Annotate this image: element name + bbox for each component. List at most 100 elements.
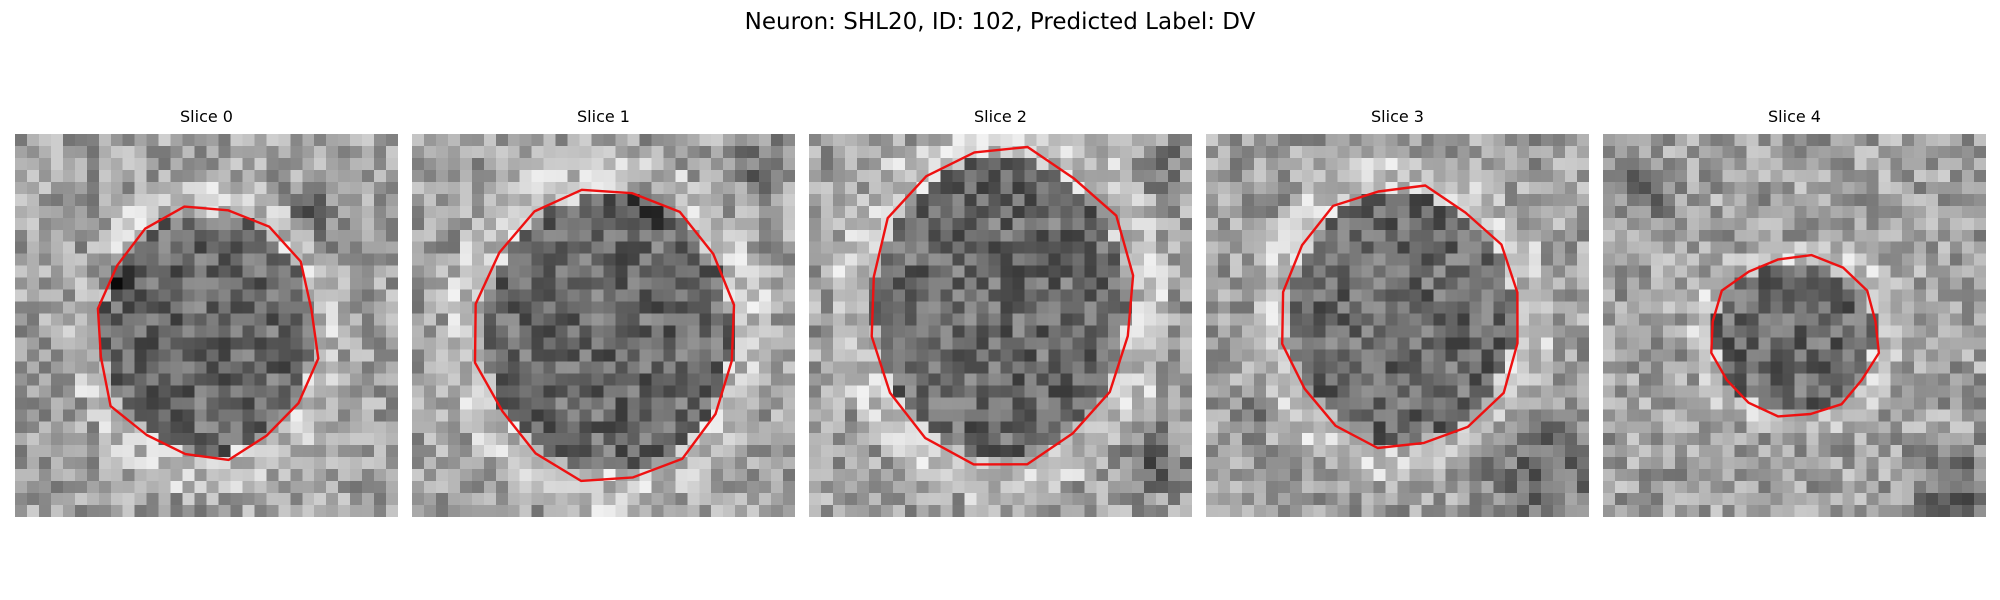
pixel bbox=[1024, 373, 1038, 386]
pixel bbox=[663, 241, 676, 255]
pixel bbox=[1842, 169, 1855, 183]
pixel bbox=[952, 493, 966, 506]
pixel bbox=[1397, 301, 1411, 315]
pixel bbox=[675, 181, 688, 195]
pixel bbox=[134, 134, 148, 147]
pixel bbox=[412, 397, 425, 410]
pixel bbox=[1120, 277, 1133, 291]
pixel bbox=[1289, 505, 1303, 517]
pixel bbox=[435, 361, 449, 374]
pixel bbox=[350, 193, 363, 207]
pixel bbox=[194, 193, 208, 207]
pixel bbox=[1782, 313, 1796, 327]
pixel bbox=[338, 157, 351, 171]
pixel bbox=[194, 421, 208, 434]
pixel bbox=[543, 397, 557, 410]
pixel bbox=[290, 505, 303, 517]
pixel bbox=[627, 265, 641, 279]
pixel bbox=[663, 421, 676, 434]
pixel bbox=[1206, 421, 1219, 434]
pixel bbox=[1890, 301, 1903, 315]
pixel bbox=[976, 265, 990, 279]
pixel bbox=[615, 481, 629, 494]
pixel bbox=[809, 313, 822, 327]
pixel bbox=[1060, 169, 1073, 183]
pixel bbox=[699, 241, 712, 255]
pixel bbox=[1241, 505, 1255, 517]
pixel bbox=[1734, 385, 1748, 398]
pixel bbox=[435, 169, 449, 183]
pixel bbox=[290, 349, 303, 363]
pixel bbox=[435, 277, 449, 291]
pixel bbox=[194, 134, 208, 147]
pixel bbox=[1253, 193, 1267, 207]
pixel bbox=[122, 361, 136, 374]
pixel bbox=[820, 469, 834, 482]
pixel bbox=[158, 385, 172, 398]
pixel bbox=[916, 277, 930, 291]
pixel bbox=[1806, 361, 1820, 374]
pixel bbox=[892, 253, 906, 267]
pixel bbox=[1385, 145, 1399, 159]
pixel bbox=[1072, 493, 1085, 506]
pixel bbox=[940, 433, 954, 446]
pixel bbox=[278, 337, 291, 351]
pixel bbox=[519, 361, 533, 374]
pixel bbox=[447, 301, 461, 315]
pixel bbox=[1553, 325, 1566, 339]
pixel bbox=[603, 445, 617, 458]
pixel bbox=[1325, 145, 1339, 159]
pixel bbox=[1758, 385, 1772, 398]
pixel bbox=[423, 145, 437, 159]
pixel bbox=[1180, 313, 1192, 327]
pixel bbox=[892, 505, 906, 517]
pixel bbox=[386, 337, 398, 351]
pixel bbox=[38, 301, 52, 315]
pixel bbox=[591, 445, 605, 458]
pixel bbox=[856, 181, 870, 195]
pixel bbox=[880, 145, 894, 159]
pixel bbox=[194, 493, 208, 506]
pixel bbox=[1782, 277, 1796, 291]
pixel bbox=[86, 265, 100, 279]
pixel bbox=[964, 277, 978, 291]
pixel bbox=[1650, 145, 1664, 159]
pixel bbox=[1806, 301, 1820, 315]
pixel bbox=[495, 349, 509, 363]
pixel bbox=[435, 385, 449, 398]
pixel bbox=[1060, 373, 1073, 386]
pixel bbox=[1565, 397, 1578, 410]
pixel bbox=[1529, 433, 1542, 446]
pixel bbox=[1878, 361, 1891, 374]
pixel bbox=[1529, 493, 1542, 506]
pixel bbox=[1878, 409, 1891, 422]
pixel bbox=[1758, 337, 1772, 351]
pixel bbox=[892, 301, 906, 315]
pixel bbox=[1770, 205, 1784, 219]
pixel bbox=[278, 301, 291, 315]
pixel bbox=[182, 181, 196, 195]
pixel bbox=[1722, 169, 1736, 183]
pixel bbox=[471, 469, 485, 482]
pixel bbox=[218, 397, 232, 410]
pixel bbox=[916, 205, 930, 219]
pixel bbox=[146, 505, 160, 517]
pixel bbox=[952, 181, 966, 195]
pixel bbox=[1577, 397, 1589, 410]
pixel bbox=[423, 301, 437, 315]
pixel bbox=[711, 301, 724, 315]
pixel bbox=[447, 397, 461, 410]
pixel bbox=[892, 421, 906, 434]
pixel bbox=[735, 313, 748, 327]
pixel bbox=[663, 445, 676, 458]
pixel bbox=[1830, 205, 1843, 219]
pixel bbox=[1493, 349, 1506, 363]
pixel bbox=[531, 301, 545, 315]
pixel bbox=[495, 505, 509, 517]
pixel bbox=[1144, 397, 1157, 410]
pixel bbox=[1301, 313, 1315, 327]
pixel bbox=[603, 217, 617, 231]
pixel bbox=[880, 205, 894, 219]
pixel bbox=[1289, 169, 1303, 183]
pixel bbox=[1614, 229, 1628, 243]
